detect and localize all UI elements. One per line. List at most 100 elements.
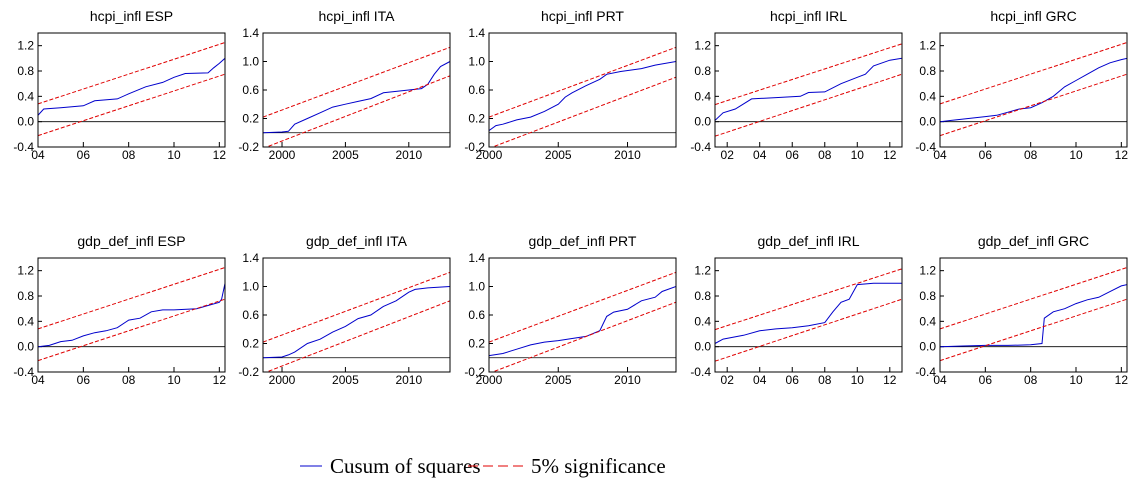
panel-title: gdp_def_infl ITA: [306, 233, 408, 249]
x-tick-label: 12: [1115, 148, 1129, 162]
x-tick-label: 2000: [476, 148, 503, 162]
significance-line: [940, 42, 1127, 105]
plot-frame: [37, 32, 226, 148]
y-tick-label: 1.2: [17, 39, 34, 53]
y-tick-label: 0.0: [694, 115, 711, 129]
y-tick-label: -0.4: [13, 140, 34, 154]
x-tick-label: 04: [753, 148, 767, 162]
significance-line: [263, 46, 450, 118]
cusum-line: [38, 57, 225, 116]
y-tick-label: 1.4: [468, 26, 485, 40]
x-tick-label: 02: [721, 148, 735, 162]
x-tick-label: 06: [979, 148, 993, 162]
y-tick-label: -0.2: [238, 365, 259, 379]
y-tick-label: 0.4: [919, 314, 936, 328]
cusum-line: [489, 286, 676, 357]
y-tick-label: 1.2: [919, 264, 936, 278]
x-tick-label: 2010: [395, 148, 422, 162]
y-tick-label: 0.4: [694, 314, 711, 328]
y-tick-label: 0.0: [17, 115, 34, 129]
cusum-line: [489, 61, 676, 132]
plot-frame: [488, 257, 677, 373]
plot-frame: [262, 257, 451, 373]
y-tick-label: 0.8: [919, 64, 936, 78]
y-tick-label: 0.8: [17, 289, 34, 303]
x-tick-label: 04: [933, 148, 947, 162]
y-tick-label: 1.4: [468, 251, 485, 265]
plot-frame: [714, 32, 903, 148]
y-tick-label: 1.0: [242, 55, 259, 69]
significance-line: [263, 271, 450, 343]
y-tick-label: 0.4: [17, 89, 34, 103]
x-tick-label: 10: [1069, 148, 1083, 162]
y-tick-label: -0.2: [464, 365, 485, 379]
x-tick-label: 10: [167, 148, 181, 162]
cusum-line: [715, 57, 902, 121]
significance-line: [489, 46, 676, 118]
x-tick-label: 06: [786, 148, 800, 162]
y-tick-label: 0.2: [468, 337, 485, 351]
panel-title: hcpi_infl ITA: [319, 8, 396, 24]
y-tick-label: 1.2: [694, 264, 711, 278]
x-tick-label: 06: [77, 373, 91, 387]
y-tick-label: 0.6: [242, 308, 259, 322]
y-tick-label: 0.0: [919, 115, 936, 129]
x-tick-label: 2005: [332, 148, 359, 162]
y-tick-label: 0.4: [17, 314, 34, 328]
cusum-line: [940, 57, 1127, 123]
x-tick-label: 02: [721, 373, 735, 387]
y-tick-label: -0.2: [238, 140, 259, 154]
y-tick-label: 0.0: [919, 340, 936, 354]
y-tick-label: 0.6: [468, 83, 485, 97]
x-tick-label: 12: [213, 148, 227, 162]
panel-title: gdp_def_infl ESP: [77, 233, 185, 249]
plot-frame: [939, 32, 1128, 148]
x-tick-label: 06: [77, 148, 91, 162]
x-tick-label: 2005: [332, 373, 359, 387]
y-tick-label: -0.4: [13, 365, 34, 379]
significance-line: [491, 76, 676, 147]
plot-frame: [488, 32, 677, 148]
significance-line: [38, 73, 225, 137]
x-tick-label: 2005: [545, 148, 572, 162]
y-tick-label: 0.0: [694, 340, 711, 354]
x-tick-label: 04: [933, 373, 947, 387]
y-tick-label: 0.4: [919, 89, 936, 103]
y-tick-label: 0.2: [242, 337, 259, 351]
significance-line: [265, 75, 450, 147]
significance-line: [265, 300, 450, 372]
y-tick-label: 1.0: [468, 280, 485, 294]
x-tick-label: 12: [1115, 373, 1129, 387]
x-tick-label: 2000: [269, 148, 296, 162]
plot-frame: [714, 257, 903, 373]
significance-line: [38, 42, 225, 105]
x-tick-label: 08: [818, 148, 832, 162]
y-tick-label: 0.4: [694, 89, 711, 103]
panel-title: hcpi_infl GRC: [990, 8, 1076, 24]
cusum-line: [38, 283, 225, 348]
panel-title: hcpi_infl PRT: [541, 8, 624, 24]
y-tick-label: 1.2: [17, 264, 34, 278]
y-tick-label: 0.0: [17, 340, 34, 354]
y-tick-label: 0.6: [242, 83, 259, 97]
significance-line: [38, 267, 225, 330]
x-tick-label: 12: [883, 373, 897, 387]
x-tick-label: 08: [1024, 373, 1038, 387]
x-tick-label: 2010: [614, 373, 641, 387]
y-tick-label: 1.0: [468, 55, 485, 69]
y-tick-label: -0.4: [915, 365, 936, 379]
x-tick-label: 04: [31, 148, 45, 162]
y-tick-label: -0.2: [464, 140, 485, 154]
cusum-line: [940, 284, 1127, 348]
y-tick-label: 0.2: [468, 112, 485, 126]
x-tick-label: 10: [167, 373, 181, 387]
y-tick-label: 1.4: [242, 26, 259, 40]
x-tick-label: 2005: [545, 373, 572, 387]
significance-line: [38, 298, 225, 362]
cusum-line: [263, 286, 450, 359]
x-tick-label: 2010: [614, 148, 641, 162]
x-tick-label: 04: [31, 373, 45, 387]
y-tick-label: -0.4: [690, 365, 711, 379]
significance-line: [489, 271, 676, 343]
significance-line: [940, 267, 1127, 330]
